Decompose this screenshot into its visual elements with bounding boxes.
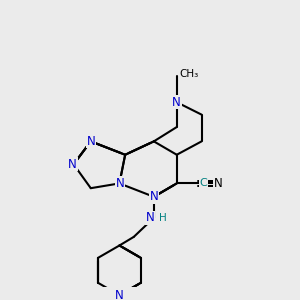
Text: N: N [115, 289, 124, 300]
Text: N: N [146, 211, 154, 224]
Text: N: N [68, 158, 77, 171]
Text: C: C [200, 178, 207, 188]
Text: N: N [116, 177, 125, 190]
Text: H: H [160, 213, 167, 223]
Text: CH₃: CH₃ [180, 69, 199, 79]
Text: N: N [213, 177, 222, 190]
Text: N: N [149, 190, 158, 203]
Text: N: N [172, 96, 181, 109]
Text: N: N [86, 135, 95, 148]
